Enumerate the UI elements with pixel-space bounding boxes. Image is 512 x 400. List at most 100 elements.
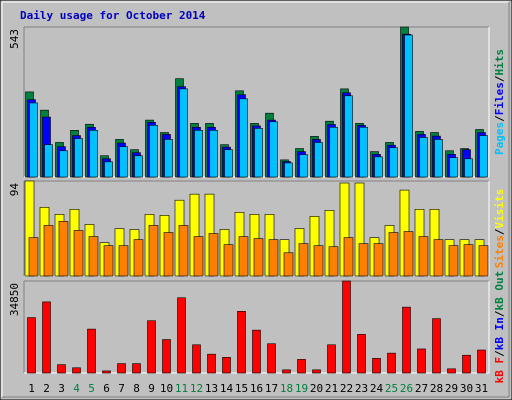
legend-entry: Sites — [493, 235, 506, 268]
bar — [57, 364, 66, 374]
bar — [387, 352, 396, 374]
bar — [163, 232, 174, 277]
bar — [148, 225, 159, 277]
bar — [373, 243, 384, 277]
x-tick-label: 4 — [73, 382, 80, 395]
x-tick-label: 12 — [190, 382, 203, 395]
bar — [192, 344, 201, 374]
chart-title: Daily usage for October 2014 — [20, 9, 206, 22]
bar — [297, 359, 306, 374]
bar — [252, 329, 261, 374]
bar — [314, 142, 323, 178]
x-tick-label: 9 — [148, 382, 155, 395]
x-tick-label: 28 — [430, 382, 443, 395]
legend-separator: / — [493, 350, 506, 357]
bar — [162, 339, 171, 374]
bar — [313, 245, 324, 277]
bar — [27, 317, 36, 374]
bar — [238, 236, 249, 277]
bar — [104, 161, 113, 178]
legend: kB F/kB In/kB Out — [493, 271, 506, 384]
bar — [177, 297, 186, 374]
bar — [59, 150, 68, 178]
bar — [479, 135, 488, 178]
bar — [344, 95, 353, 178]
x-tick-label: 10 — [160, 382, 173, 395]
bar — [147, 320, 156, 374]
bar — [419, 137, 428, 178]
bar — [418, 236, 429, 277]
bar — [58, 221, 69, 277]
bar — [164, 139, 173, 178]
x-tick-label: 1 — [28, 382, 35, 395]
bar — [43, 225, 54, 277]
bar — [284, 162, 293, 178]
y-max-label: 94 — [8, 183, 21, 197]
x-tick-label: 26 — [400, 382, 413, 395]
bar — [87, 328, 96, 374]
legend-entry: kB Out — [493, 271, 506, 311]
bar — [477, 349, 486, 374]
bar — [133, 239, 144, 277]
bar — [433, 239, 444, 277]
bar — [72, 367, 81, 374]
bar — [134, 155, 143, 178]
legend-entry: Hits — [493, 49, 506, 76]
legend-entry: Pages — [493, 122, 506, 155]
bar — [357, 334, 366, 374]
legend-entry: Files — [493, 82, 506, 115]
x-tick-label: 16 — [250, 382, 263, 395]
bar — [402, 306, 411, 374]
x-tick-label: 20 — [310, 382, 323, 395]
bar — [449, 157, 458, 178]
bar — [209, 130, 218, 178]
legend-separator: / — [493, 115, 506, 122]
bar — [239, 98, 248, 178]
x-tick-label: 21 — [325, 382, 338, 395]
bar — [404, 34, 413, 178]
bar — [417, 348, 426, 374]
bar — [103, 245, 114, 277]
x-tick-label: 2 — [43, 382, 50, 395]
bar — [388, 232, 399, 277]
bar — [358, 243, 369, 277]
x-tick-label: 11 — [175, 382, 188, 395]
legend-entry: kB F — [493, 357, 506, 384]
bar — [28, 237, 39, 277]
bar — [327, 344, 336, 374]
bar — [194, 130, 203, 178]
legend: Sites/Visits — [493, 189, 506, 269]
x-tick-label: 17 — [265, 382, 278, 395]
x-tick-label: 8 — [133, 382, 140, 395]
x-tick-label: 31 — [475, 382, 488, 395]
bar — [42, 301, 51, 374]
bar — [253, 238, 264, 277]
bar — [343, 237, 354, 277]
bar — [389, 147, 398, 178]
legend-entry: Visits — [493, 189, 506, 229]
x-tick-label: 14 — [220, 382, 234, 395]
legend-separator: / — [493, 310, 506, 317]
bar — [178, 225, 189, 277]
bar — [447, 368, 456, 374]
x-tick-label: 30 — [460, 382, 473, 395]
bar — [254, 128, 263, 178]
bar — [478, 245, 489, 277]
x-tick-label: 22 — [340, 382, 353, 395]
legend-separator: / — [493, 228, 506, 235]
legend: Pages/Files/Hits — [493, 49, 506, 155]
bar — [312, 369, 321, 374]
bar — [73, 230, 84, 277]
bar — [118, 245, 129, 277]
bar — [132, 363, 141, 374]
bar — [283, 252, 294, 277]
x-tick-label: 23 — [355, 382, 368, 395]
bar — [149, 125, 158, 178]
bar — [403, 231, 414, 277]
x-tick-label: 13 — [205, 382, 218, 395]
bar — [193, 236, 204, 277]
bar — [464, 158, 473, 178]
bar — [462, 354, 471, 374]
bar — [222, 357, 231, 374]
